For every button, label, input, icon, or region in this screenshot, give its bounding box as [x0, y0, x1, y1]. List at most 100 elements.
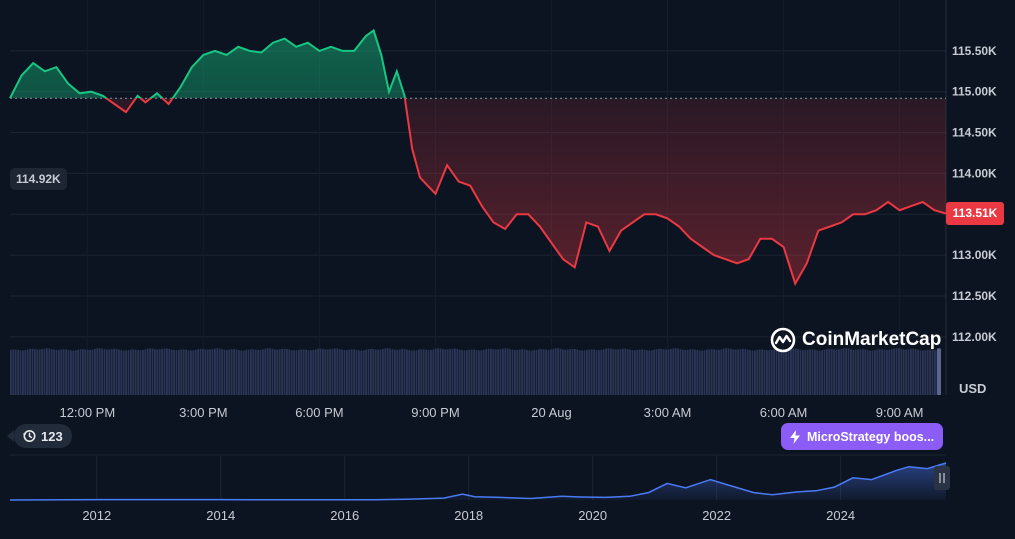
overview-x-tick-label: 2020 [578, 508, 607, 523]
overview-x-tick-label: 2014 [206, 508, 235, 523]
volume-bar [842, 348, 845, 395]
volume-bar [665, 349, 667, 395]
volume-bar [886, 349, 888, 395]
volume-bar [898, 348, 900, 395]
volume-bar [94, 348, 96, 395]
volume-bar [463, 350, 466, 395]
volume-bar [624, 348, 627, 395]
volume-bar [360, 350, 363, 395]
volume-bar [413, 350, 415, 395]
overview-drag-handle[interactable] [934, 466, 950, 490]
volume-bar [672, 348, 675, 395]
volume-bar [24, 349, 27, 395]
volume-bar [890, 349, 893, 395]
volume-bar [636, 349, 639, 395]
volume-bar [343, 350, 346, 395]
volume-bar [113, 348, 115, 395]
volume-bar [406, 349, 408, 395]
volume-bar [298, 349, 300, 395]
volume-bar [274, 349, 276, 395]
volume-bar [802, 350, 804, 395]
volume-bar [698, 350, 701, 395]
volume-bar [566, 349, 569, 395]
volume-bar [430, 349, 432, 395]
volume-bar [10, 349, 12, 395]
volume-bar [257, 349, 259, 395]
event-badge[interactable]: MicroStrategy boos... [781, 423, 943, 450]
volume-bar [250, 349, 252, 395]
volume-bar [19, 350, 22, 395]
volume-bar [394, 349, 396, 395]
volume-bar [60, 349, 63, 395]
volume-bar [12, 349, 15, 395]
volume-bar [847, 348, 850, 395]
overview-navigator[interactable]: 2012 2014 2016 2018 2020 2022 2024 [9, 454, 950, 523]
volume-bar [715, 349, 718, 395]
volume-bar [432, 349, 435, 395]
volume-bar [730, 348, 732, 395]
volume-bar [370, 348, 372, 395]
volume-bar [677, 348, 679, 395]
volume-bar [605, 348, 607, 395]
volume-bar [214, 348, 216, 395]
volume-bar [307, 350, 310, 395]
volume-bar [924, 350, 927, 395]
volume-bar [590, 349, 593, 395]
volume-bar [588, 349, 591, 395]
volume-bar [667, 349, 670, 395]
volume-bar [449, 349, 451, 395]
volume-bar [629, 349, 631, 395]
volume-bar [149, 348, 151, 395]
volume-bar [866, 350, 869, 395]
volume-bar [614, 349, 617, 395]
volume-bar [295, 350, 298, 395]
volume-bar [569, 349, 571, 395]
history-icon [22, 430, 36, 442]
volume-bar [814, 349, 816, 395]
volume-bar [878, 349, 881, 395]
volume-bar [523, 349, 526, 395]
volume-bar [617, 349, 619, 395]
volume-bar [823, 349, 826, 395]
volume-bar [382, 348, 384, 395]
volume-bar [840, 348, 843, 395]
volume-bar [77, 349, 79, 395]
volume-bar [902, 349, 905, 395]
volume-bar [341, 349, 343, 395]
volume-bar [132, 349, 135, 395]
volume-bar [187, 350, 190, 395]
x-tick-label: 3:00 AM [644, 405, 692, 420]
volume-bar [31, 348, 34, 395]
volume-bar [542, 349, 545, 395]
volume-bar [826, 349, 828, 395]
volume-bar [713, 349, 715, 395]
volume-bar [917, 349, 919, 395]
volume-bar [550, 349, 552, 395]
history-badge[interactable]: 123 [7, 424, 72, 448]
volume-bar [377, 349, 379, 395]
volume-bar [905, 349, 907, 395]
volume-bar [101, 348, 103, 395]
y-tick-label: 114.00K [952, 166, 997, 180]
volume-bar [283, 348, 286, 395]
volume-bar [845, 348, 847, 395]
volume-bar [521, 349, 523, 395]
volume-bar [324, 349, 327, 395]
volume-bar [226, 349, 228, 395]
volume-bar [74, 350, 77, 395]
volume-bar [478, 350, 480, 395]
volume-bar [682, 349, 684, 395]
volume-bar [701, 350, 703, 395]
volume-bar [821, 350, 823, 395]
volume-bar [178, 349, 180, 395]
volume-bar [910, 348, 912, 395]
volume-bar [691, 349, 694, 395]
currency-label: USD [959, 381, 987, 396]
volume-bar [290, 350, 293, 395]
volume-bar [718, 349, 720, 395]
volume-bar [288, 349, 291, 395]
volume-bar [540, 349, 543, 395]
volume-bar [475, 349, 478, 395]
volume-bar [326, 349, 329, 395]
